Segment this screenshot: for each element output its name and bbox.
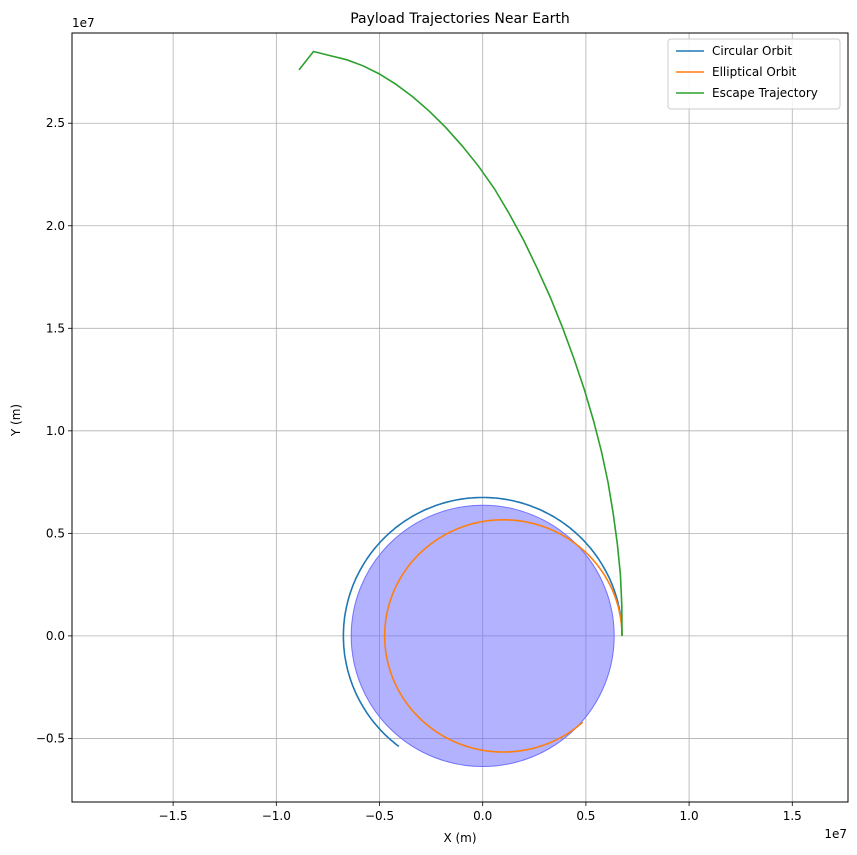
x-tick-label: 1.0 (680, 809, 699, 823)
x-offset-text: 1e7 (824, 827, 847, 841)
x-tick-label: 0.5 (576, 809, 595, 823)
x-tick-label: 1.5 (783, 809, 802, 823)
y-tick-label: 2.5 (46, 116, 65, 130)
series-line-escape-trajectory (298, 50, 623, 636)
x-tick-label: 0.0 (473, 809, 492, 823)
x-tick-label: −1.5 (159, 809, 188, 823)
earth-circle (350, 504, 615, 768)
y-offset-text: 1e7 (72, 16, 95, 30)
legend: Circular Orbit Elliptical Orbit Escape Tra… (667, 38, 841, 110)
legend-label: Elliptical Orbit (712, 65, 797, 79)
y-tick-label: 1.0 (46, 424, 65, 438)
plot-frame (71, 32, 849, 803)
chart-title: Payload Trajectories Near Earth (350, 11, 570, 27)
y-tick-label: 2.0 (46, 219, 65, 233)
legend-label: Escape Trajectory (712, 86, 818, 100)
y-axis-label: Y (m) (9, 404, 23, 437)
legend-box (667, 38, 841, 110)
legend-label: Circular Orbit (712, 44, 792, 58)
series-layer (298, 50, 623, 753)
series-line-elliptical-orbit (383, 519, 623, 753)
y-tick-label: 0.5 (46, 526, 65, 540)
y-tick-label: −0.5 (36, 731, 65, 745)
ticks: −1.5 −1.0 −0.5 0.0 0.5 1.0 1.5 −0.5 0.0 0.5 1.0 1.5… (36, 116, 802, 823)
series-line-circular-orbit (342, 496, 623, 748)
y-tick-label: 0.0 (46, 629, 65, 643)
x-tick-label: −1.0 (262, 809, 291, 823)
y-tick-label: 1.5 (46, 321, 65, 335)
x-tick-label: −0.5 (365, 809, 394, 823)
earth-disk (350, 504, 615, 768)
grid (72, 33, 848, 802)
x-axis-label: X (m) (443, 831, 476, 845)
